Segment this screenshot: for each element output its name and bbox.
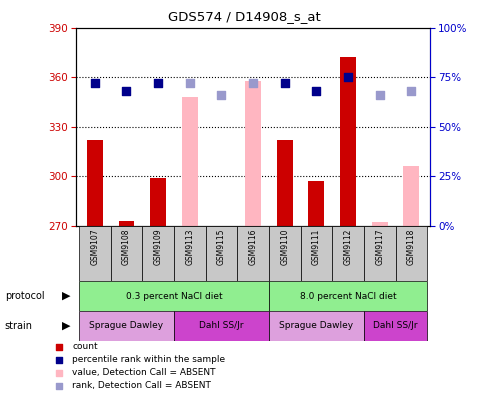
Text: GSM9109: GSM9109 bbox=[153, 228, 163, 265]
Point bbox=[248, 80, 257, 86]
Text: strain: strain bbox=[5, 321, 33, 331]
Point bbox=[122, 88, 130, 94]
Bar bbox=[268, 226, 300, 281]
Point bbox=[344, 74, 351, 80]
Bar bbox=[174, 311, 268, 341]
Text: Sprague Dawley: Sprague Dawley bbox=[89, 321, 163, 330]
Point bbox=[185, 80, 193, 86]
Text: percentile rank within the sample: percentile rank within the sample bbox=[72, 355, 225, 364]
Bar bbox=[79, 311, 174, 341]
Text: count: count bbox=[72, 343, 98, 352]
Point bbox=[55, 357, 62, 363]
Text: GSM9117: GSM9117 bbox=[374, 228, 384, 265]
Text: 0.3 percent NaCl diet: 0.3 percent NaCl diet bbox=[125, 291, 222, 301]
Bar bbox=[331, 226, 363, 281]
Text: rank, Detection Call = ABSENT: rank, Detection Call = ABSENT bbox=[72, 381, 211, 390]
Bar bbox=[182, 97, 197, 226]
Point bbox=[407, 88, 414, 94]
Text: GSM9118: GSM9118 bbox=[406, 228, 415, 265]
Bar bbox=[244, 80, 261, 226]
Text: Dahl SS/Jr: Dahl SS/Jr bbox=[199, 321, 243, 330]
Bar bbox=[118, 221, 134, 226]
Text: value, Detection Call = ABSENT: value, Detection Call = ABSENT bbox=[72, 368, 215, 377]
Bar bbox=[237, 226, 268, 281]
Text: Dahl SS/Jr: Dahl SS/Jr bbox=[372, 321, 417, 330]
Bar bbox=[174, 226, 205, 281]
Bar bbox=[79, 281, 268, 311]
Bar bbox=[205, 226, 237, 281]
Bar bbox=[79, 226, 110, 281]
Text: GSM9111: GSM9111 bbox=[311, 228, 320, 265]
Text: GDS574 / D14908_s_at: GDS574 / D14908_s_at bbox=[168, 10, 320, 23]
Bar bbox=[363, 311, 427, 341]
Point bbox=[217, 92, 225, 98]
Text: GSM9110: GSM9110 bbox=[280, 228, 288, 265]
Bar bbox=[308, 181, 324, 226]
Bar bbox=[87, 140, 102, 226]
Bar bbox=[150, 178, 165, 226]
Point bbox=[280, 80, 288, 86]
Bar bbox=[268, 281, 427, 311]
Bar bbox=[340, 57, 355, 226]
Text: GSM9113: GSM9113 bbox=[185, 228, 194, 265]
Text: ▶: ▶ bbox=[61, 291, 70, 301]
Text: GSM9108: GSM9108 bbox=[122, 228, 131, 265]
Text: ▶: ▶ bbox=[61, 321, 70, 331]
Text: GSM9112: GSM9112 bbox=[343, 228, 352, 265]
Point bbox=[154, 80, 162, 86]
Bar bbox=[371, 223, 387, 226]
Point bbox=[375, 92, 383, 98]
Bar bbox=[403, 166, 418, 226]
Bar bbox=[142, 226, 174, 281]
Bar bbox=[363, 226, 395, 281]
Bar bbox=[276, 140, 292, 226]
Text: 8.0 percent NaCl diet: 8.0 percent NaCl diet bbox=[299, 291, 395, 301]
Bar bbox=[110, 226, 142, 281]
Bar bbox=[395, 226, 427, 281]
Bar bbox=[300, 226, 331, 281]
Text: GSM9107: GSM9107 bbox=[90, 228, 99, 265]
Point bbox=[55, 383, 62, 389]
Point bbox=[91, 80, 99, 86]
Text: Sprague Dawley: Sprague Dawley bbox=[279, 321, 353, 330]
Text: GSM9115: GSM9115 bbox=[217, 228, 225, 265]
Point bbox=[55, 344, 62, 350]
Text: protocol: protocol bbox=[5, 291, 44, 301]
Bar bbox=[268, 311, 363, 341]
Point bbox=[55, 369, 62, 376]
Text: GSM9116: GSM9116 bbox=[248, 228, 257, 265]
Point bbox=[312, 88, 320, 94]
